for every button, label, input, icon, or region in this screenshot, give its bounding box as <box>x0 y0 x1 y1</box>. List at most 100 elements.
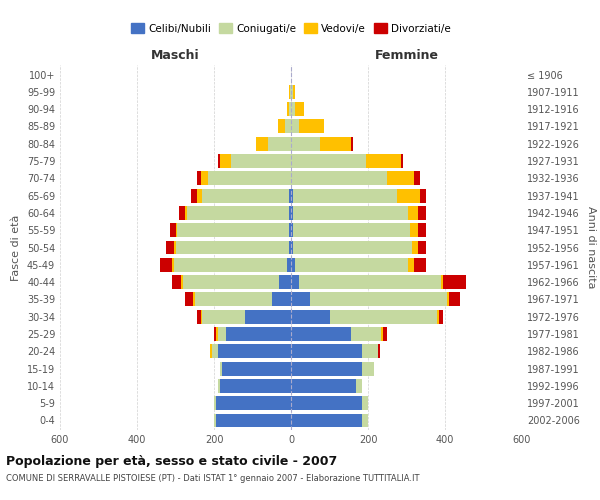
Bar <box>412 240 418 254</box>
Bar <box>173 240 176 254</box>
Text: Popolazione per età, sesso e stato civile - 2007: Popolazione per età, sesso e stato civil… <box>6 455 337 468</box>
Bar <box>299 275 441 289</box>
Text: Maschi: Maschi <box>151 50 200 62</box>
Bar <box>377 344 380 358</box>
Bar <box>166 240 173 254</box>
Bar <box>441 275 443 289</box>
Bar <box>397 188 420 202</box>
Bar <box>197 310 200 324</box>
Bar <box>197 172 200 185</box>
Bar <box>291 172 387 185</box>
Bar <box>449 292 460 306</box>
Bar <box>216 327 218 341</box>
Bar <box>437 310 439 324</box>
Bar <box>178 224 289 237</box>
Bar <box>289 224 291 237</box>
Bar <box>329 310 437 324</box>
Bar <box>310 292 447 306</box>
Bar <box>387 172 414 185</box>
Bar <box>291 310 329 324</box>
Bar <box>256 137 268 150</box>
Bar <box>362 362 374 376</box>
Bar <box>362 396 368 410</box>
Bar <box>293 240 412 254</box>
Bar <box>291 258 295 272</box>
Bar <box>285 120 291 134</box>
Bar <box>185 292 193 306</box>
Bar <box>222 362 291 376</box>
Bar <box>170 224 176 237</box>
Bar <box>220 362 222 376</box>
Bar <box>289 240 291 254</box>
Bar <box>289 206 291 220</box>
Bar <box>172 258 173 272</box>
Bar <box>291 85 293 98</box>
Bar <box>401 154 403 168</box>
Bar <box>414 258 426 272</box>
Bar <box>443 275 466 289</box>
Bar <box>418 240 426 254</box>
Bar <box>418 224 426 237</box>
Y-axis label: Fasce di età: Fasce di età <box>11 214 21 280</box>
Bar <box>245 310 291 324</box>
Bar <box>291 102 295 116</box>
Bar <box>291 344 362 358</box>
Bar <box>200 310 202 324</box>
Bar <box>160 258 172 272</box>
Bar <box>181 275 183 289</box>
Bar <box>293 224 410 237</box>
Bar <box>291 292 310 306</box>
Bar <box>362 344 377 358</box>
Bar <box>218 154 220 168</box>
Bar <box>320 137 350 150</box>
Bar <box>350 327 382 341</box>
Bar <box>289 188 291 202</box>
Bar <box>272 292 291 306</box>
Bar <box>291 379 356 393</box>
Bar <box>187 206 289 220</box>
Bar <box>291 188 293 202</box>
Bar <box>172 275 181 289</box>
Bar <box>232 154 291 168</box>
Bar <box>414 172 420 185</box>
Bar <box>195 292 272 306</box>
Bar <box>295 102 304 116</box>
Bar <box>291 206 293 220</box>
Bar <box>208 172 291 185</box>
Bar <box>295 258 409 272</box>
Bar <box>356 379 362 393</box>
Bar <box>287 102 289 116</box>
Bar <box>287 258 291 272</box>
Bar <box>291 154 366 168</box>
Bar <box>289 85 290 98</box>
Bar <box>350 137 353 150</box>
Bar <box>447 292 449 306</box>
Bar <box>214 327 216 341</box>
Y-axis label: Anni di nascita: Anni di nascita <box>586 206 596 289</box>
Bar <box>214 414 216 428</box>
Bar <box>420 188 426 202</box>
Bar <box>220 379 291 393</box>
Bar <box>291 240 293 254</box>
Bar <box>291 327 350 341</box>
Bar <box>383 327 387 341</box>
Bar <box>226 327 291 341</box>
Bar <box>210 344 212 358</box>
Bar <box>278 120 285 134</box>
Bar <box>216 414 291 428</box>
Bar <box>293 85 295 98</box>
Bar <box>216 396 291 410</box>
Bar <box>409 258 414 272</box>
Bar <box>202 188 289 202</box>
Bar <box>214 396 216 410</box>
Bar <box>268 137 291 150</box>
Bar <box>191 188 197 202</box>
Bar <box>293 206 409 220</box>
Bar <box>291 224 293 237</box>
Bar <box>289 102 291 116</box>
Bar <box>291 396 362 410</box>
Bar <box>218 344 291 358</box>
Bar <box>212 344 218 358</box>
Bar <box>409 206 418 220</box>
Bar <box>193 292 195 306</box>
